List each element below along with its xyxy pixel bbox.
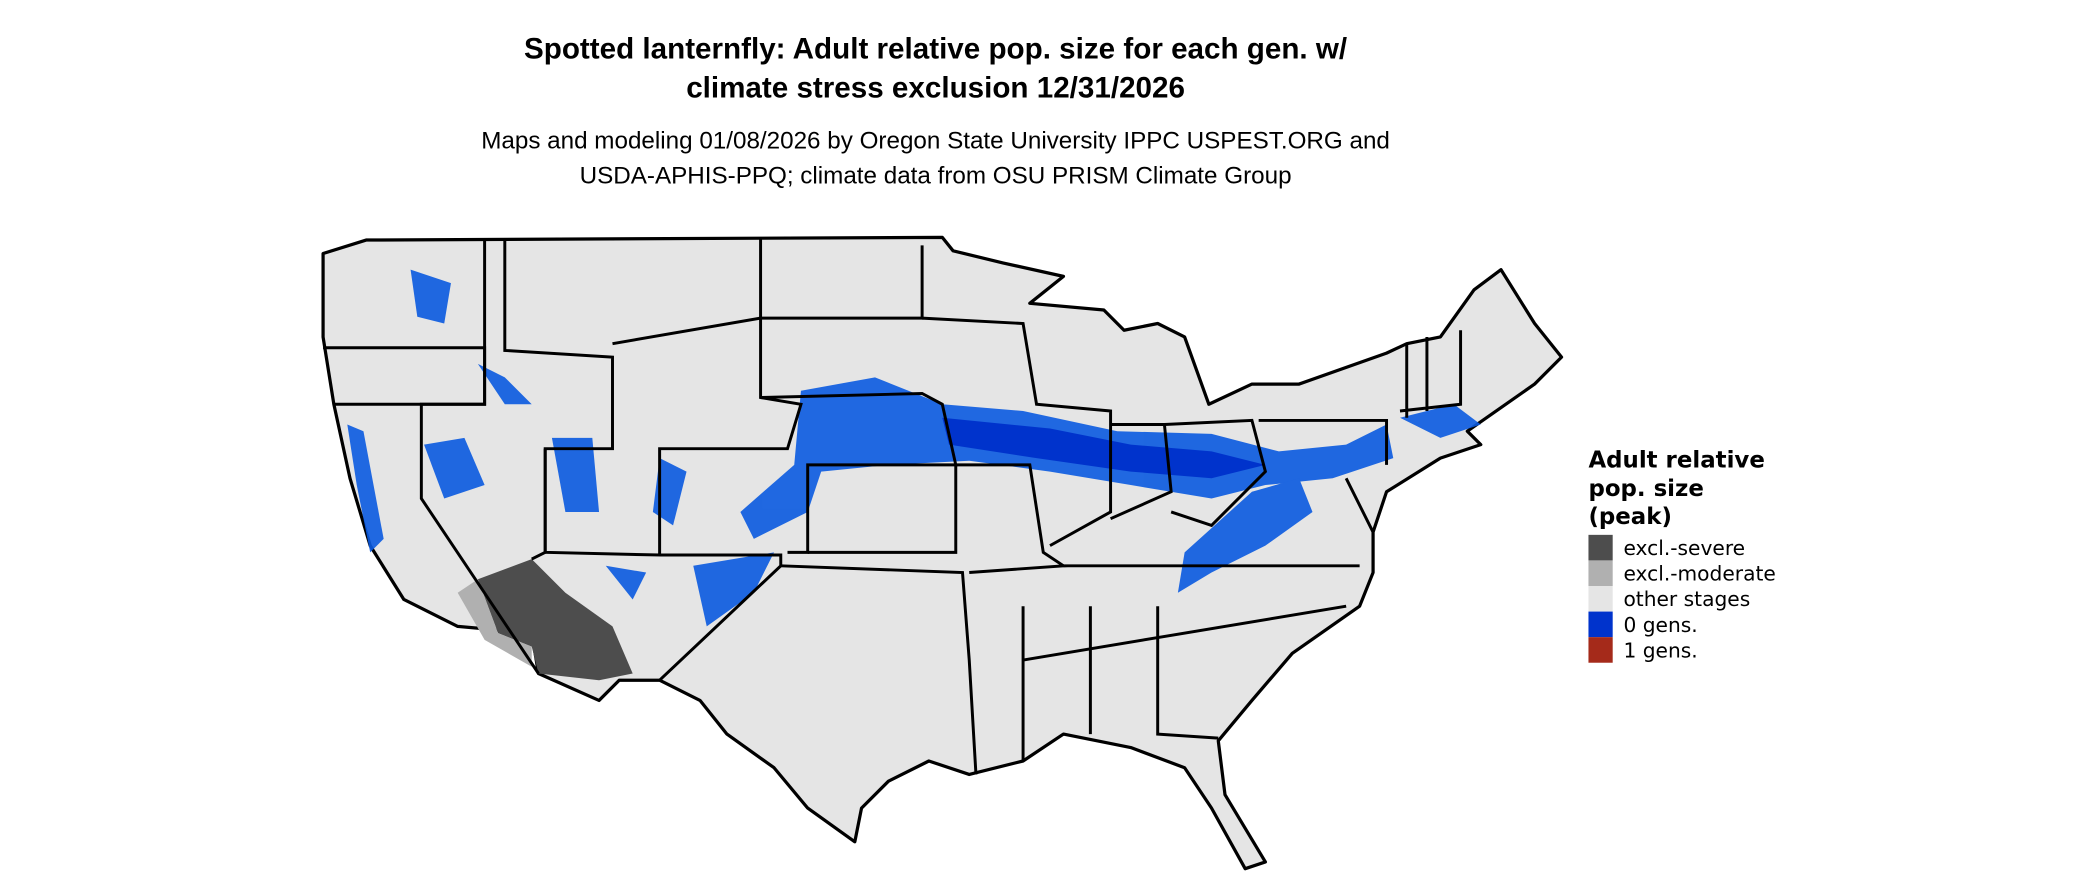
state-borders: [323, 237, 1463, 775]
legend-item-1-gens: 1 gens.: [1588, 637, 1698, 663]
legend-item-excl-severe: excl.-severe: [1588, 534, 1745, 561]
legend-label: excl.-severe: [1623, 536, 1745, 560]
us-map: [321, 235, 1564, 871]
legend-label: 1 gens.: [1623, 638, 1697, 662]
title-line-1: Spotted lanternfly: Adult relative pop. …: [524, 32, 1347, 65]
legend-label: 0 gens.: [1623, 613, 1697, 637]
excl-moderate-area: [457, 579, 532, 667]
legend-item-other-stages: other stages: [1588, 586, 1750, 612]
excl-severe-area: [477, 559, 633, 681]
legend-item-0-gens: 0 gens.: [1588, 611, 1698, 638]
legend-swatch: [1588, 611, 1613, 638]
zero-gens-core: [942, 417, 1266, 479]
subtitle-line-2: USDA-APHIS-PPQ; climate data from OSU PR…: [580, 163, 1292, 190]
legend-label: excl.-moderate: [1623, 562, 1775, 586]
legend-title-line-2: pop. size: [1588, 476, 1703, 502]
legend-swatch: [1588, 637, 1613, 663]
subtitle-line-1: Maps and modeling 01/08/2026 by Oregon S…: [481, 128, 1390, 155]
legend-swatch: [1588, 586, 1613, 612]
legend-swatch: [1588, 560, 1613, 586]
legend-title-line-3: (peak): [1588, 504, 1671, 530]
legend-swatch: [1588, 534, 1613, 561]
legend-title-line-1: Adult relative: [1588, 448, 1764, 474]
legend-label: other stages: [1623, 587, 1750, 611]
title-line-2: climate stress exclusion 12/31/2026: [686, 71, 1185, 104]
legend-item-excl-moderate: excl.-moderate: [1588, 560, 1776, 586]
legend: Adult relative pop. size (peak) excl.-se…: [1588, 448, 1776, 663]
